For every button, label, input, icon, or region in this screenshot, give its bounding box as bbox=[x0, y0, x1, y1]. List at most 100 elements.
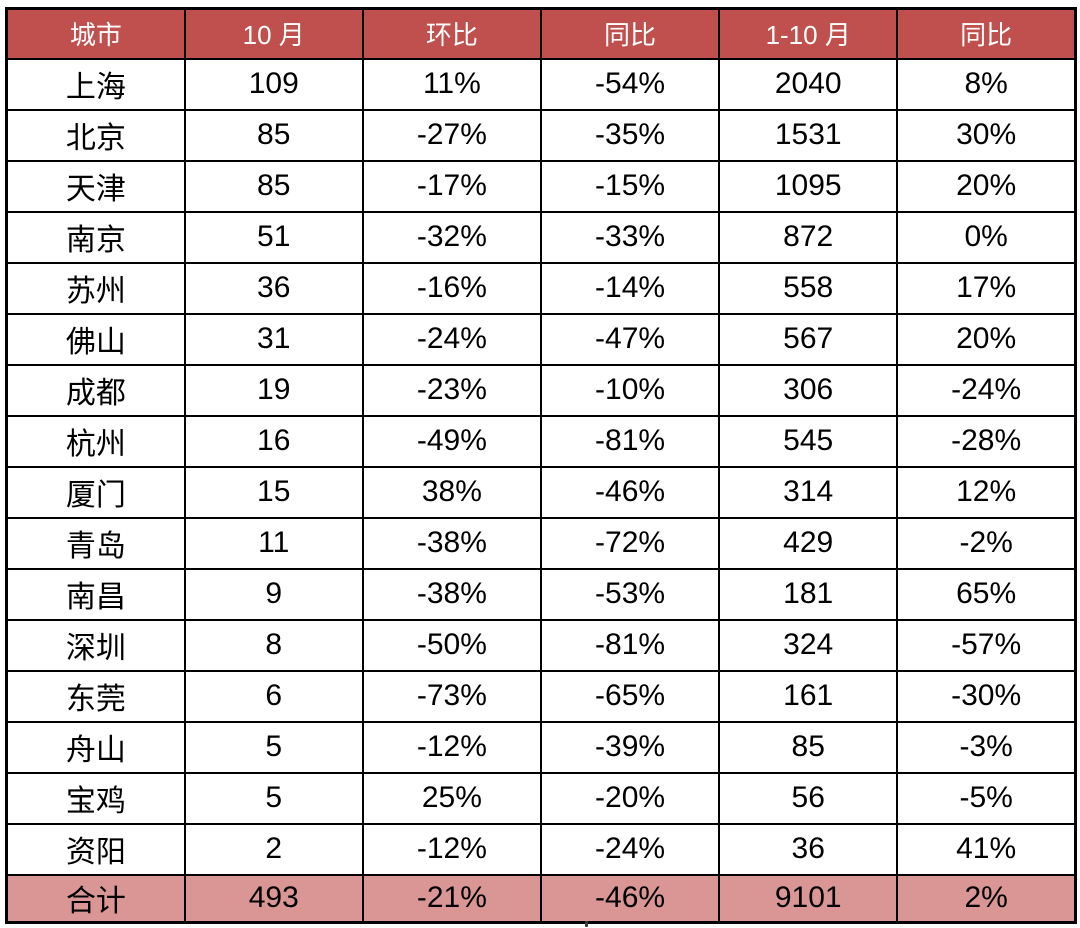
value-cell: 5 bbox=[183, 720, 364, 774]
value-cell: -27% bbox=[361, 108, 542, 162]
table-row: 厦门 15 38% -46% 314 12% bbox=[5, 465, 1077, 519]
value-cell: -2% bbox=[896, 516, 1077, 570]
value-cell: -73% bbox=[361, 669, 542, 723]
value-cell: 20% bbox=[896, 312, 1077, 366]
value-cell: 36 bbox=[718, 822, 899, 876]
value-cell: -72% bbox=[539, 516, 721, 570]
value-cell: -32% bbox=[361, 210, 542, 264]
value-cell: 20% bbox=[896, 159, 1077, 213]
city-cell: 舟山 bbox=[5, 720, 186, 774]
value-cell: -46% bbox=[539, 465, 721, 519]
total-value-cell: 2% bbox=[896, 873, 1077, 924]
value-cell: -57% bbox=[896, 618, 1077, 672]
value-cell: 36 bbox=[183, 261, 364, 315]
table-row: 资阳 2 -12% -24% 36 41% bbox=[5, 822, 1077, 876]
total-label-cell: 合计 bbox=[5, 873, 186, 924]
table-row: 天津 85 -17% -15% 1095 20% bbox=[5, 159, 1077, 213]
data-table: 城市 10 月环比 同比 1-10 月同比 上海 109 11% -54% 2040 8% 北京 8… bbox=[5, 7, 1077, 924]
value-cell: -20% bbox=[539, 771, 721, 825]
value-cell: 324 bbox=[718, 618, 899, 672]
table-header: 城市 10 月环比 同比 1-10 月同比 bbox=[5, 7, 1077, 60]
value-cell: -23% bbox=[361, 363, 542, 417]
value-cell: -24% bbox=[539, 822, 721, 876]
value-cell: 2040 bbox=[718, 57, 899, 111]
value-cell: -49% bbox=[361, 414, 542, 468]
value-cell: -15% bbox=[539, 159, 721, 213]
value-cell: -81% bbox=[539, 414, 721, 468]
city-cell: 资阳 bbox=[5, 822, 186, 876]
city-cell: 东莞 bbox=[5, 669, 186, 723]
table-row: 南昌 9 -38% -53% 181 65% bbox=[5, 567, 1077, 621]
table-row: 东莞 6 -73% -65% 161 -30% bbox=[5, 669, 1077, 723]
value-cell: 85 bbox=[183, 159, 364, 213]
value-cell: 8 bbox=[183, 618, 364, 672]
scan-artifact-mark bbox=[585, 921, 588, 927]
value-cell: 17% bbox=[896, 261, 1077, 315]
city-cell: 佛山 bbox=[5, 312, 186, 366]
value-cell: 314 bbox=[718, 465, 899, 519]
city-cell: 天津 bbox=[5, 159, 186, 213]
value-cell: -38% bbox=[361, 516, 542, 570]
value-cell: 85 bbox=[718, 720, 899, 774]
total-row: 合计 493 -21% -46% 9101 2% bbox=[5, 873, 1077, 924]
value-cell: -53% bbox=[539, 567, 721, 621]
value-cell: 8% bbox=[896, 57, 1077, 111]
value-cell: 16 bbox=[183, 414, 364, 468]
value-cell: -24% bbox=[896, 363, 1077, 417]
city-cell: 厦门 bbox=[5, 465, 186, 519]
table-row: 北京 85 -27% -35% 1531 30% bbox=[5, 108, 1077, 162]
value-cell: -81% bbox=[539, 618, 721, 672]
total-value-cell: 493 bbox=[183, 873, 364, 924]
value-cell: 2 bbox=[183, 822, 364, 876]
value-cell: 30% bbox=[896, 108, 1077, 162]
value-cell: 38% bbox=[361, 465, 542, 519]
table-row: 佛山 31 -24% -47% 567 20% bbox=[5, 312, 1077, 366]
value-cell: -50% bbox=[361, 618, 542, 672]
table-row: 苏州 36 -16% -14% 558 17% bbox=[5, 261, 1077, 315]
table-footer: 合计 493 -21% -46% 9101 2% bbox=[5, 873, 1077, 924]
total-value-cell: -21% bbox=[361, 873, 542, 924]
total-value-cell: -46% bbox=[539, 873, 721, 924]
value-cell: 11 bbox=[183, 516, 364, 570]
value-cell: -17% bbox=[361, 159, 542, 213]
table-row: 深圳 8 -50% -81% 324 -57% bbox=[5, 618, 1077, 672]
table-row: 舟山 5 -12% -39% 85 -3% bbox=[5, 720, 1077, 774]
value-cell: -65% bbox=[539, 669, 721, 723]
value-cell: 109 bbox=[183, 57, 364, 111]
city-cell: 宝鸡 bbox=[5, 771, 186, 825]
city-cell: 北京 bbox=[5, 108, 186, 162]
value-cell: 1095 bbox=[718, 159, 899, 213]
value-cell: 65% bbox=[896, 567, 1077, 621]
value-cell: 19 bbox=[183, 363, 364, 417]
table-row: 青岛 11 -38% -72% 429 -2% bbox=[5, 516, 1077, 570]
value-cell: -12% bbox=[361, 822, 542, 876]
value-cell: -10% bbox=[539, 363, 721, 417]
table-row: 上海 109 11% -54% 2040 8% bbox=[5, 57, 1077, 111]
city-cell: 杭州 bbox=[5, 414, 186, 468]
value-cell: 567 bbox=[718, 312, 899, 366]
column-header: 同比 bbox=[539, 7, 721, 60]
value-cell: 558 bbox=[718, 261, 899, 315]
value-cell: 6 bbox=[183, 669, 364, 723]
value-cell: 41% bbox=[896, 822, 1077, 876]
value-cell: 872 bbox=[718, 210, 899, 264]
value-cell: 51 bbox=[183, 210, 364, 264]
value-cell: 85 bbox=[183, 108, 364, 162]
value-cell: -3% bbox=[896, 720, 1077, 774]
value-cell: 429 bbox=[718, 516, 899, 570]
total-value-cell: 9101 bbox=[718, 873, 899, 924]
value-cell: -16% bbox=[361, 261, 542, 315]
value-cell: -39% bbox=[539, 720, 721, 774]
value-cell: -35% bbox=[539, 108, 721, 162]
value-cell: 5 bbox=[183, 771, 364, 825]
value-cell: -30% bbox=[896, 669, 1077, 723]
value-cell: -47% bbox=[539, 312, 721, 366]
value-cell: 11% bbox=[361, 57, 542, 111]
value-cell: -33% bbox=[539, 210, 721, 264]
value-cell: -54% bbox=[539, 57, 721, 111]
column-header: 城市 bbox=[5, 7, 186, 60]
city-cell: 南昌 bbox=[5, 567, 186, 621]
value-cell: -12% bbox=[361, 720, 542, 774]
value-cell: 9 bbox=[183, 567, 364, 621]
city-sales-table: 城市 10 月环比 同比 1-10 月同比 上海 109 11% -54% 2040 8% 北京 8… bbox=[5, 7, 1077, 924]
